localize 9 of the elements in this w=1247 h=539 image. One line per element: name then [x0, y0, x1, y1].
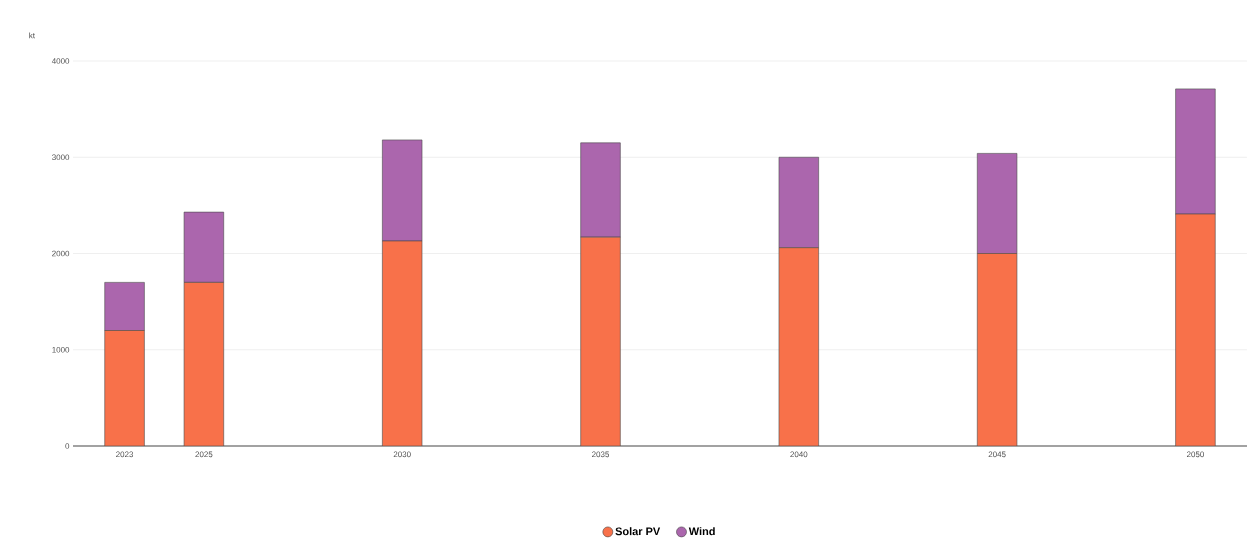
- bar: [580, 236, 621, 446]
- legend-label: Solar PV: [615, 527, 661, 536]
- bar: [382, 240, 423, 446]
- legend-label: Wind: [688, 527, 715, 536]
- bar: [976, 253, 1018, 446]
- bar: [778, 247, 819, 446]
- bar: [1175, 213, 1216, 446]
- bar: [183, 282, 225, 446]
- bar: [104, 330, 145, 446]
